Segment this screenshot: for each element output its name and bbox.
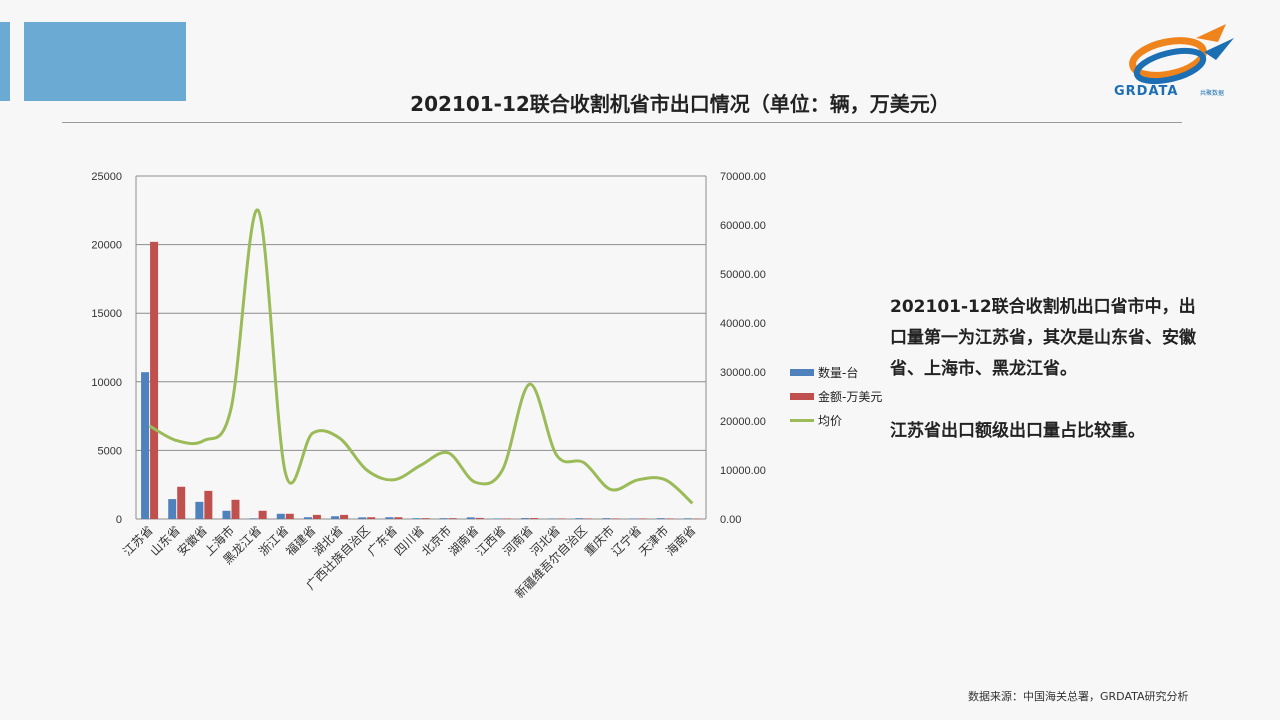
legend-swatch-amount: [790, 392, 814, 400]
bar-qty: [358, 517, 367, 519]
y-right-tick-label: 60000.00: [720, 220, 766, 232]
y-right-tick-label: 10000.00: [720, 465, 766, 477]
bar-amount: [475, 517, 484, 519]
x-category-label: 河南省: [500, 523, 536, 559]
bar-qty: [412, 518, 421, 519]
legend-label-amount: 金额-万美元: [818, 389, 883, 404]
bar-qty: [521, 518, 530, 519]
bar-qty: [656, 518, 665, 519]
bar-amount: [340, 514, 349, 519]
export-chart: 0 5000 10000 15000 20000 25000 0.00 10000.00 200…: [91, 171, 766, 601]
bar-qty: [439, 518, 448, 519]
bar-qty: [303, 517, 312, 519]
bar-amount: [258, 510, 267, 519]
bar-amount: [611, 518, 620, 519]
y-left-tick-label: 20000: [91, 240, 122, 252]
summary-paragraph-1: 202101-12联合收割机出口省市中，出口量第一为江苏省，其次是山东省、安徽省…: [890, 297, 1196, 379]
x-category-label: 浙江省: [256, 523, 291, 558]
x-category-label: 辽宁省: [608, 523, 644, 559]
y-left-tick-label: 0: [116, 514, 122, 526]
bar-amount: [421, 518, 430, 519]
bar-amount: [231, 499, 240, 519]
y-right-tick-label: 40000.00: [720, 318, 766, 330]
y-right-tick-label: 30000.00: [720, 367, 766, 379]
y-left-tick-label: 10000: [91, 377, 122, 389]
bar-qty: [683, 518, 692, 519]
y-right-tick-label: 0.00: [720, 514, 741, 526]
x-category-label: 四川省: [392, 523, 427, 558]
slide-title: 202101-12联合收割机省市出口情况（单位：辆，万美元）: [410, 92, 950, 116]
x-category-label: 天津市: [635, 523, 671, 559]
summary-text: 202101-12联合收割机出口省市中，出口量第一为江苏省，其次是山东省、安徽省…: [890, 292, 1200, 478]
bar-amount: [557, 518, 566, 519]
y-left-tick-label: 5000: [98, 445, 122, 457]
bar-qty: [466, 517, 475, 519]
bar-amount: [665, 518, 674, 519]
x-category-label: 北京市: [418, 523, 454, 559]
legend-swatch-qty: [790, 368, 814, 376]
accent-block: [24, 22, 186, 101]
logo-text: GRDATA: [1114, 84, 1179, 99]
bar-amount: [312, 514, 321, 519]
bar-amount: [448, 518, 457, 519]
bar-qty: [629, 518, 638, 519]
bar-amount: [150, 241, 159, 519]
bar-qty: [195, 501, 204, 519]
bar-qty: [575, 518, 584, 519]
legend-item-amount: 金额-万美元: [790, 384, 882, 408]
x-category-label: 海南省: [662, 523, 698, 559]
x-category-label: 福建省: [282, 523, 318, 559]
legend-item-price: 均价: [790, 408, 882, 432]
bar-qty: [141, 372, 150, 519]
line-avg-price: [148, 208, 694, 505]
x-category-label: 安徽省: [174, 523, 210, 559]
bar-qty: [222, 510, 231, 519]
chart-legend: 数量-台 金额-万美元 均价: [790, 360, 882, 432]
legend-item-qty: 数量-台: [790, 360, 882, 384]
title-divider: [62, 122, 1182, 123]
y-right-tick-label: 50000.00: [720, 269, 766, 281]
bar-qty: [249, 518, 258, 519]
accent-bar-left: [0, 22, 10, 101]
x-category-label: 江西省: [473, 523, 508, 558]
bar-amount: [502, 518, 511, 519]
bar-amount: [638, 518, 647, 519]
bar-qty: [602, 518, 611, 519]
y-right-tick-label: 20000.00: [720, 416, 766, 428]
legend-swatch-price: [790, 418, 814, 422]
bar-amount: [367, 517, 376, 519]
legend-label-qty: 数量-台: [818, 365, 859, 380]
x-category-label: 湖南省: [445, 523, 481, 559]
bar-amount: [177, 486, 186, 519]
bar-amount: [692, 518, 701, 520]
bar-qty: [331, 516, 340, 519]
data-source: 数据来源：中国海关总署，GRDATA研究分析: [968, 690, 1189, 703]
bar-amount: [394, 517, 403, 519]
x-category-label: 山东省: [147, 523, 182, 558]
bar-qty: [548, 518, 557, 519]
y-left-tick-label: 15000: [91, 308, 122, 320]
bar-amount: [204, 490, 213, 519]
bar-qty: [385, 517, 394, 519]
legend-label-price: 均价: [818, 413, 843, 428]
bar-amount: [530, 518, 539, 519]
grdata-logo: [1129, 24, 1234, 85]
x-category-label: 江苏省: [120, 523, 155, 558]
bar-qty: [168, 499, 177, 519]
bar-amount: [584, 518, 593, 519]
summary-paragraph-2: 江苏省出口额级出口量占比较重。: [890, 421, 1145, 441]
y-left-tick-label: 25000: [91, 171, 122, 183]
bar-amount: [285, 513, 294, 519]
logo-subtext: 共聚数据: [1200, 90, 1225, 97]
bar-qty: [276, 513, 285, 519]
bar-qty: [493, 518, 502, 519]
x-category-label: 重庆市: [581, 523, 617, 559]
x-category-label: 广东省: [365, 523, 400, 558]
y-right-tick-label: 70000.00: [720, 171, 766, 183]
